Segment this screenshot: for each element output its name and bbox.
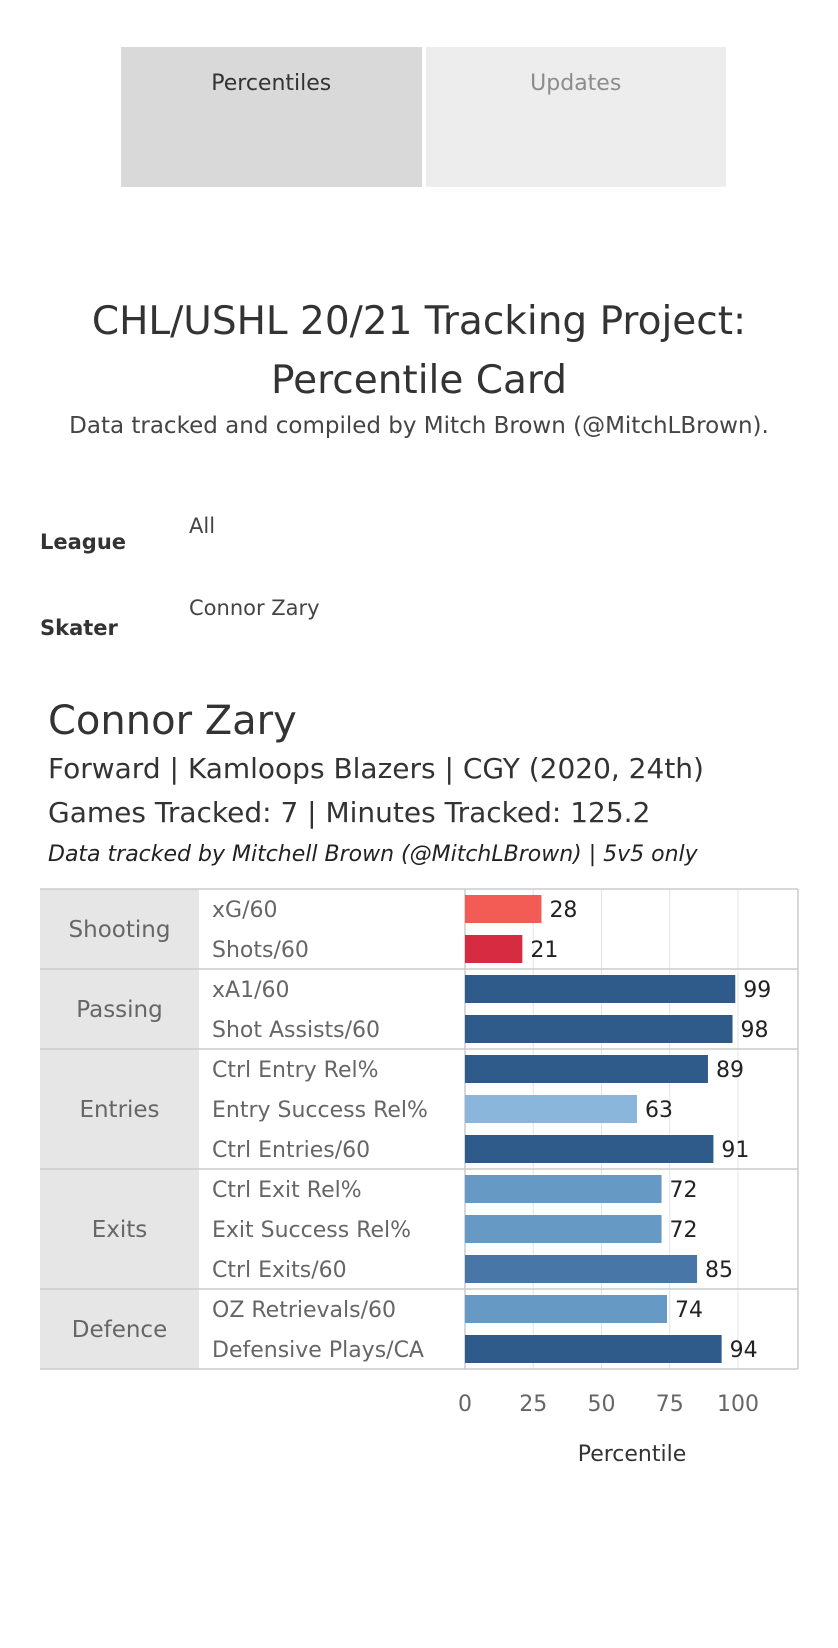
- page-title-line-1: CHL/USHL 20/21 Tracking Project:: [91, 299, 747, 344]
- skater-filter-label: Skater: [40, 616, 118, 640]
- metric-label: Ctrl Entry Rel%: [212, 1058, 379, 1083]
- x-tick-label: 75: [656, 1392, 684, 1417]
- metric-label: Ctrl Exits/60: [212, 1258, 347, 1283]
- bar: [465, 1255, 698, 1283]
- metric-label: Shot Assists/60: [212, 1018, 380, 1043]
- bar-value-label: 21: [530, 938, 558, 963]
- bar-value-label: 72: [670, 1178, 698, 1203]
- player-info: Forward | Kamloops Blazers | CGY (2020, …: [48, 752, 704, 785]
- category-label: Exits: [92, 1217, 148, 1243]
- category-label: Passing: [76, 997, 162, 1023]
- bar-value-label: 28: [549, 898, 577, 923]
- skater-filter-value[interactable]: Connor Zary: [189, 596, 320, 620]
- bar: [465, 1215, 662, 1243]
- category-label: Defence: [72, 1317, 167, 1343]
- bar: [465, 975, 736, 1003]
- bar-value-label: 94: [730, 1338, 758, 1363]
- bar: [465, 895, 542, 923]
- x-tick-label: 50: [588, 1392, 616, 1417]
- player-data-note: Data tracked by Mitchell Brown (@MitchLB…: [48, 842, 698, 867]
- x-tick-label: 25: [519, 1392, 547, 1417]
- bar: [465, 1295, 668, 1323]
- metric-label: OZ Retrievals/60: [212, 1298, 396, 1323]
- bar: [465, 1335, 722, 1363]
- bar-value-label: 98: [741, 1018, 769, 1043]
- metric-label: Defensive Plays/CA: [212, 1338, 424, 1363]
- tab-updates[interactable]: Updates: [425, 47, 726, 187]
- page-title-line-2: Percentile Card: [270, 358, 568, 403]
- x-axis-title: Percentile: [578, 1442, 687, 1467]
- bar: [465, 1135, 714, 1163]
- bar-value-label: 74: [675, 1298, 703, 1323]
- bar: [465, 935, 523, 963]
- metric-label: Entry Success Rel%: [212, 1098, 428, 1123]
- x-tick-label: 0: [458, 1392, 472, 1417]
- bar-value-label: 89: [716, 1058, 744, 1083]
- player-name: Connor Zary: [48, 698, 297, 744]
- bar: [465, 1015, 733, 1043]
- bar: [465, 1055, 708, 1083]
- bar-value-label: 72: [670, 1218, 698, 1243]
- metric-label: Exit Success Rel%: [212, 1218, 411, 1243]
- bar-value-label: 99: [743, 978, 771, 1003]
- metric-label: Ctrl Entries/60: [212, 1138, 370, 1163]
- metric-label: Ctrl Exit Rel%: [212, 1178, 362, 1203]
- category-column-bg: [40, 889, 199, 1369]
- bar-value-label: 85: [705, 1258, 733, 1283]
- page-subtitle: Data tracked and compiled by Mitch Brown…: [69, 413, 769, 439]
- bar-value-label: 63: [645, 1098, 673, 1123]
- tab-bar: Percentiles Updates: [121, 47, 726, 187]
- tab-percentiles[interactable]: Percentiles: [121, 47, 422, 187]
- bar-value-label: 91: [721, 1138, 749, 1163]
- x-tick-label: 100: [717, 1392, 759, 1417]
- metric-label: xA1/60: [212, 978, 289, 1003]
- category-label: Shooting: [69, 917, 171, 943]
- player-tracked-summary: Games Tracked: 7 | Minutes Tracked: 125.…: [48, 796, 651, 829]
- league-filter-label: League: [40, 530, 127, 554]
- category-label: Entries: [79, 1097, 159, 1123]
- bar: [465, 1095, 637, 1123]
- metric-label: Shots/60: [212, 938, 309, 963]
- league-filter-value[interactable]: All: [189, 514, 216, 538]
- metric-label: xG/60: [212, 898, 277, 923]
- bar: [465, 1175, 662, 1203]
- page-title: CHL/USHL 20/21 Tracking Project: Percent…: [0, 292, 838, 410]
